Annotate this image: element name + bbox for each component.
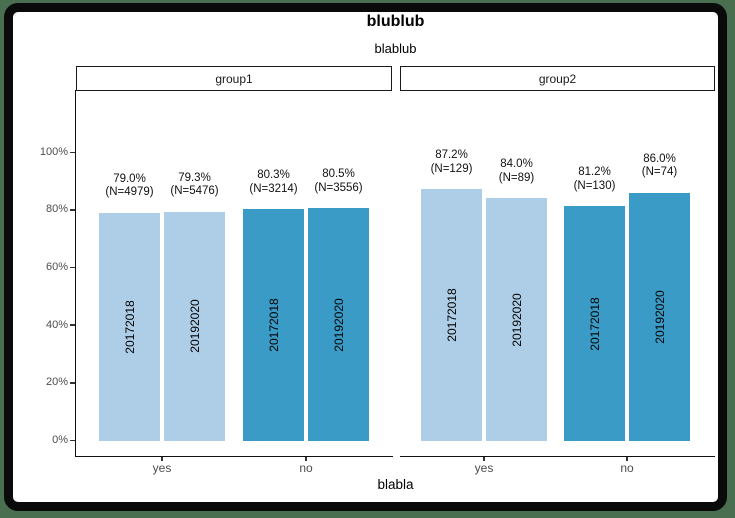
x-tick-mark (626, 457, 628, 461)
bar-n-label: (N=129) (430, 162, 473, 175)
x-axis-line-panel2 (400, 455, 715, 457)
x-tick-label: no (299, 461, 313, 475)
bar (99, 212, 160, 441)
bar-n-label: (N=4979) (105, 186, 154, 199)
bar-n-label: (N=3556) (314, 181, 363, 194)
bar-percent-label: 84.0% (500, 158, 533, 171)
bar-value-label: 84.0% (N=89) (469, 158, 565, 185)
bar-value-label: 79.0% (N=4979) (82, 173, 178, 200)
x-tick-label: yes (152, 461, 172, 475)
bar-value-label: 80.3% (N=3214) (226, 169, 322, 196)
bar-percent-label: 86.0% (643, 152, 676, 165)
bar (629, 192, 690, 441)
bar-n-label: (N=89) (498, 171, 535, 184)
bar-value-label: 79.3% (N=5476) (147, 172, 243, 199)
bar (486, 198, 547, 441)
bar (243, 209, 304, 441)
x-tick-label: no (620, 461, 634, 475)
bar-n-label: (N=3214) (249, 182, 298, 195)
plot-subtitle: blablub (374, 41, 417, 56)
y-tick-label: 60% (45, 261, 68, 274)
y-tick-label: 0% (52, 434, 68, 446)
y-tick-mark (70, 439, 75, 442)
y-tick-mark (70, 209, 75, 211)
y-tick-label: 100% (39, 145, 68, 158)
bar-value-label: 80.5% (N=3556) (291, 168, 387, 195)
facet-strip-label: group1 (215, 71, 253, 86)
bar-percent-label: 79.0% (113, 172, 146, 185)
y-tick-mark (70, 324, 75, 326)
bar (308, 208, 369, 441)
y-tick-label: 20% (45, 376, 68, 389)
bar-n-label: (N=130) (573, 179, 616, 192)
bar-period-label: 20192020 (187, 299, 202, 354)
bar-percent-label: 80.3% (257, 169, 290, 182)
facet-strip-group2: group2 (400, 66, 715, 91)
facet-strip-label: group2 (538, 71, 577, 86)
x-tick-mark (161, 457, 163, 461)
bar (421, 189, 482, 441)
bar-period-label: 20192020 (331, 298, 346, 352)
bar-value-label: 86.0% (N=74) (612, 153, 708, 180)
bar-period-label: 20192020 (509, 293, 524, 347)
x-axis-line-panel1 (74, 455, 393, 457)
bar-percent-label: 87.2% (435, 149, 468, 162)
y-tick-label: 40% (45, 318, 68, 331)
plot-title: blublub (366, 13, 425, 30)
bar-period-label: 20192020 (652, 290, 667, 344)
bar-period-label: 20172018 (444, 288, 459, 342)
x-tick-mark (483, 457, 485, 461)
y-axis-line (74, 90, 76, 456)
bar-n-label: (N=74) (641, 166, 678, 179)
facet-strip-group1: group1 (76, 66, 392, 91)
y-tick-mark (70, 151, 75, 154)
bar-period-label: 20172018 (122, 300, 137, 354)
bar-period-label: 20172018 (587, 297, 602, 351)
bar-percent-label: 80.5% (322, 168, 355, 181)
bar-period-label: 20172018 (266, 298, 281, 352)
bar-percent-label: 79.3% (178, 171, 211, 184)
bar-value-label: 87.2% (N=129) (404, 149, 500, 176)
x-tick-label: yes (474, 461, 494, 475)
y-tick-label: 80% (45, 203, 68, 216)
y-tick-mark (70, 382, 75, 384)
bar (164, 211, 225, 441)
x-axis-title: blabla (377, 477, 414, 492)
bar-n-label: (N=5476) (170, 185, 219, 198)
bar-value-label: 81.2% (N=130) (547, 166, 643, 193)
bar-percent-label: 81.2% (578, 166, 611, 179)
x-tick-mark (305, 457, 307, 461)
bar (564, 206, 625, 441)
y-tick-mark (70, 266, 75, 269)
